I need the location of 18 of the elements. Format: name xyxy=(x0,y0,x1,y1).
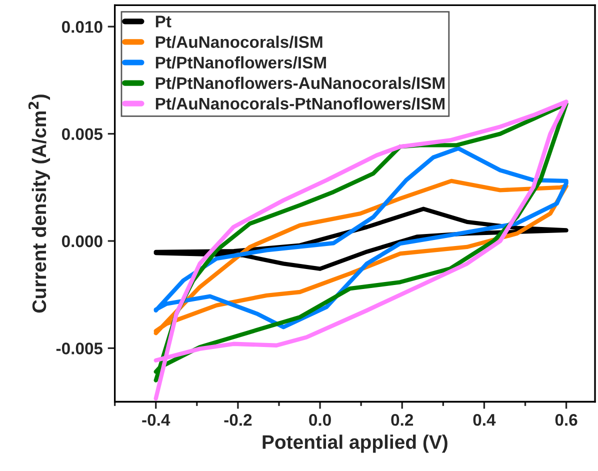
y-tick-label: 0.010 xyxy=(62,21,102,33)
legend-label: Pt/PtNanoflowers/ISM xyxy=(156,56,326,69)
x-tick-label: -0.4 xyxy=(142,414,170,426)
x-axis-title: Potential applied (V) xyxy=(262,434,448,453)
legend-label: Pt/AuNanocorals/ISM xyxy=(156,36,322,48)
x-tick-label: 0.6 xyxy=(555,414,578,426)
y-tick-label: -0.005 xyxy=(56,342,103,354)
legend-label: Pt xyxy=(156,16,172,28)
x-tick-label: 0.4 xyxy=(473,414,496,426)
x-tick-label: -0.2 xyxy=(224,414,252,426)
legend-label: Pt/PtNanoflowers-AuNanocorals/ISM xyxy=(156,76,444,90)
y-tick-label: 0.000 xyxy=(62,235,102,248)
legend-label: Pt/AuNanocorals-PtNanoflowers/ISM xyxy=(156,97,444,110)
y-tick-label: 0.005 xyxy=(62,128,103,140)
x-tick-label: 0.2 xyxy=(391,414,414,426)
x-tick-label: 0.0 xyxy=(309,414,331,426)
line-series xyxy=(154,146,568,330)
y-axis-title: Current density (A/cm$^{2}$) xyxy=(28,94,50,313)
